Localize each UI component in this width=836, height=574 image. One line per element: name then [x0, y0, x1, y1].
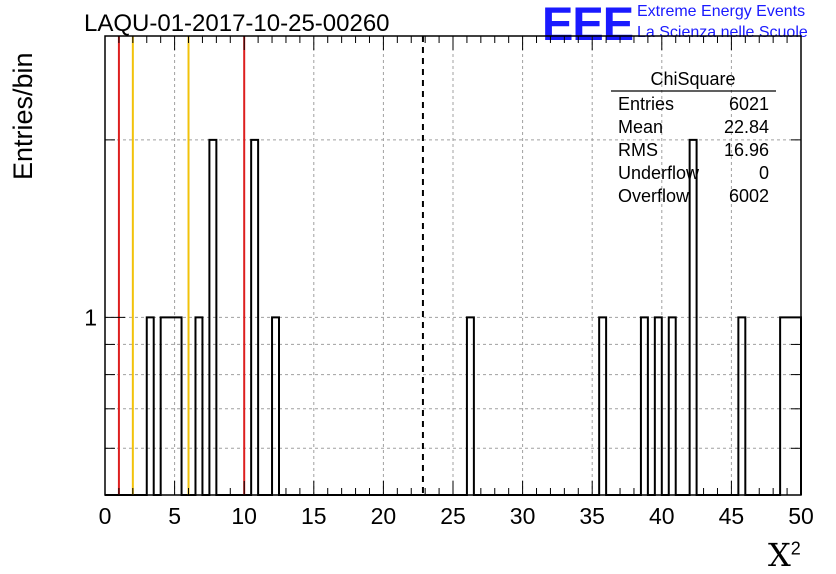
- stats-row-label: Mean: [618, 117, 663, 137]
- marker-lines: [117, 36, 424, 495]
- stats-row-value: 16.96: [724, 140, 769, 160]
- eee-logo: EEE: [542, 0, 634, 50]
- x-tick-label: 10: [231, 503, 257, 529]
- stats-box-title: ChiSquare: [650, 69, 735, 89]
- plot-title: LAQU-01-2017-10-25-00260: [84, 10, 390, 37]
- stats-row-value: 22.84: [724, 117, 769, 137]
- stats-row-label: RMS: [618, 140, 658, 160]
- grid: [105, 35, 801, 495]
- stats-row-label: Entries: [618, 94, 674, 114]
- x-tick-label: 15: [301, 503, 327, 529]
- stats-row-value: 6021: [729, 94, 769, 114]
- x-axis-label: X2: [768, 536, 801, 574]
- x-tick-label: 25: [440, 503, 466, 529]
- x-tick-label: 40: [649, 503, 675, 529]
- x-tick-label: 0: [99, 503, 112, 529]
- x-tick-label: 50: [788, 503, 814, 529]
- y-tick-label: 1: [84, 304, 97, 330]
- logo-subtitle-line1: Extreme Energy Events: [637, 3, 806, 20]
- x-tick-label: 45: [719, 503, 745, 529]
- stats-row-value: 6002: [729, 186, 769, 206]
- stats-box: ChiSquare Entries 6021 Mean 22.84 RMS 16.96 Und…: [611, 69, 776, 206]
- x-tick-label: 30: [510, 503, 536, 529]
- stats-row-label: Underflow: [618, 163, 700, 183]
- x-tick-label: 5: [168, 503, 181, 529]
- stats-row-label: Overflow: [618, 186, 690, 206]
- axes: 0 5 10 15 20 25 30 35 40 45 50 1: [84, 35, 814, 529]
- stats-row-value: 0: [759, 163, 769, 183]
- x-tick-label: 20: [371, 503, 397, 529]
- x-tick-label: 35: [579, 503, 605, 529]
